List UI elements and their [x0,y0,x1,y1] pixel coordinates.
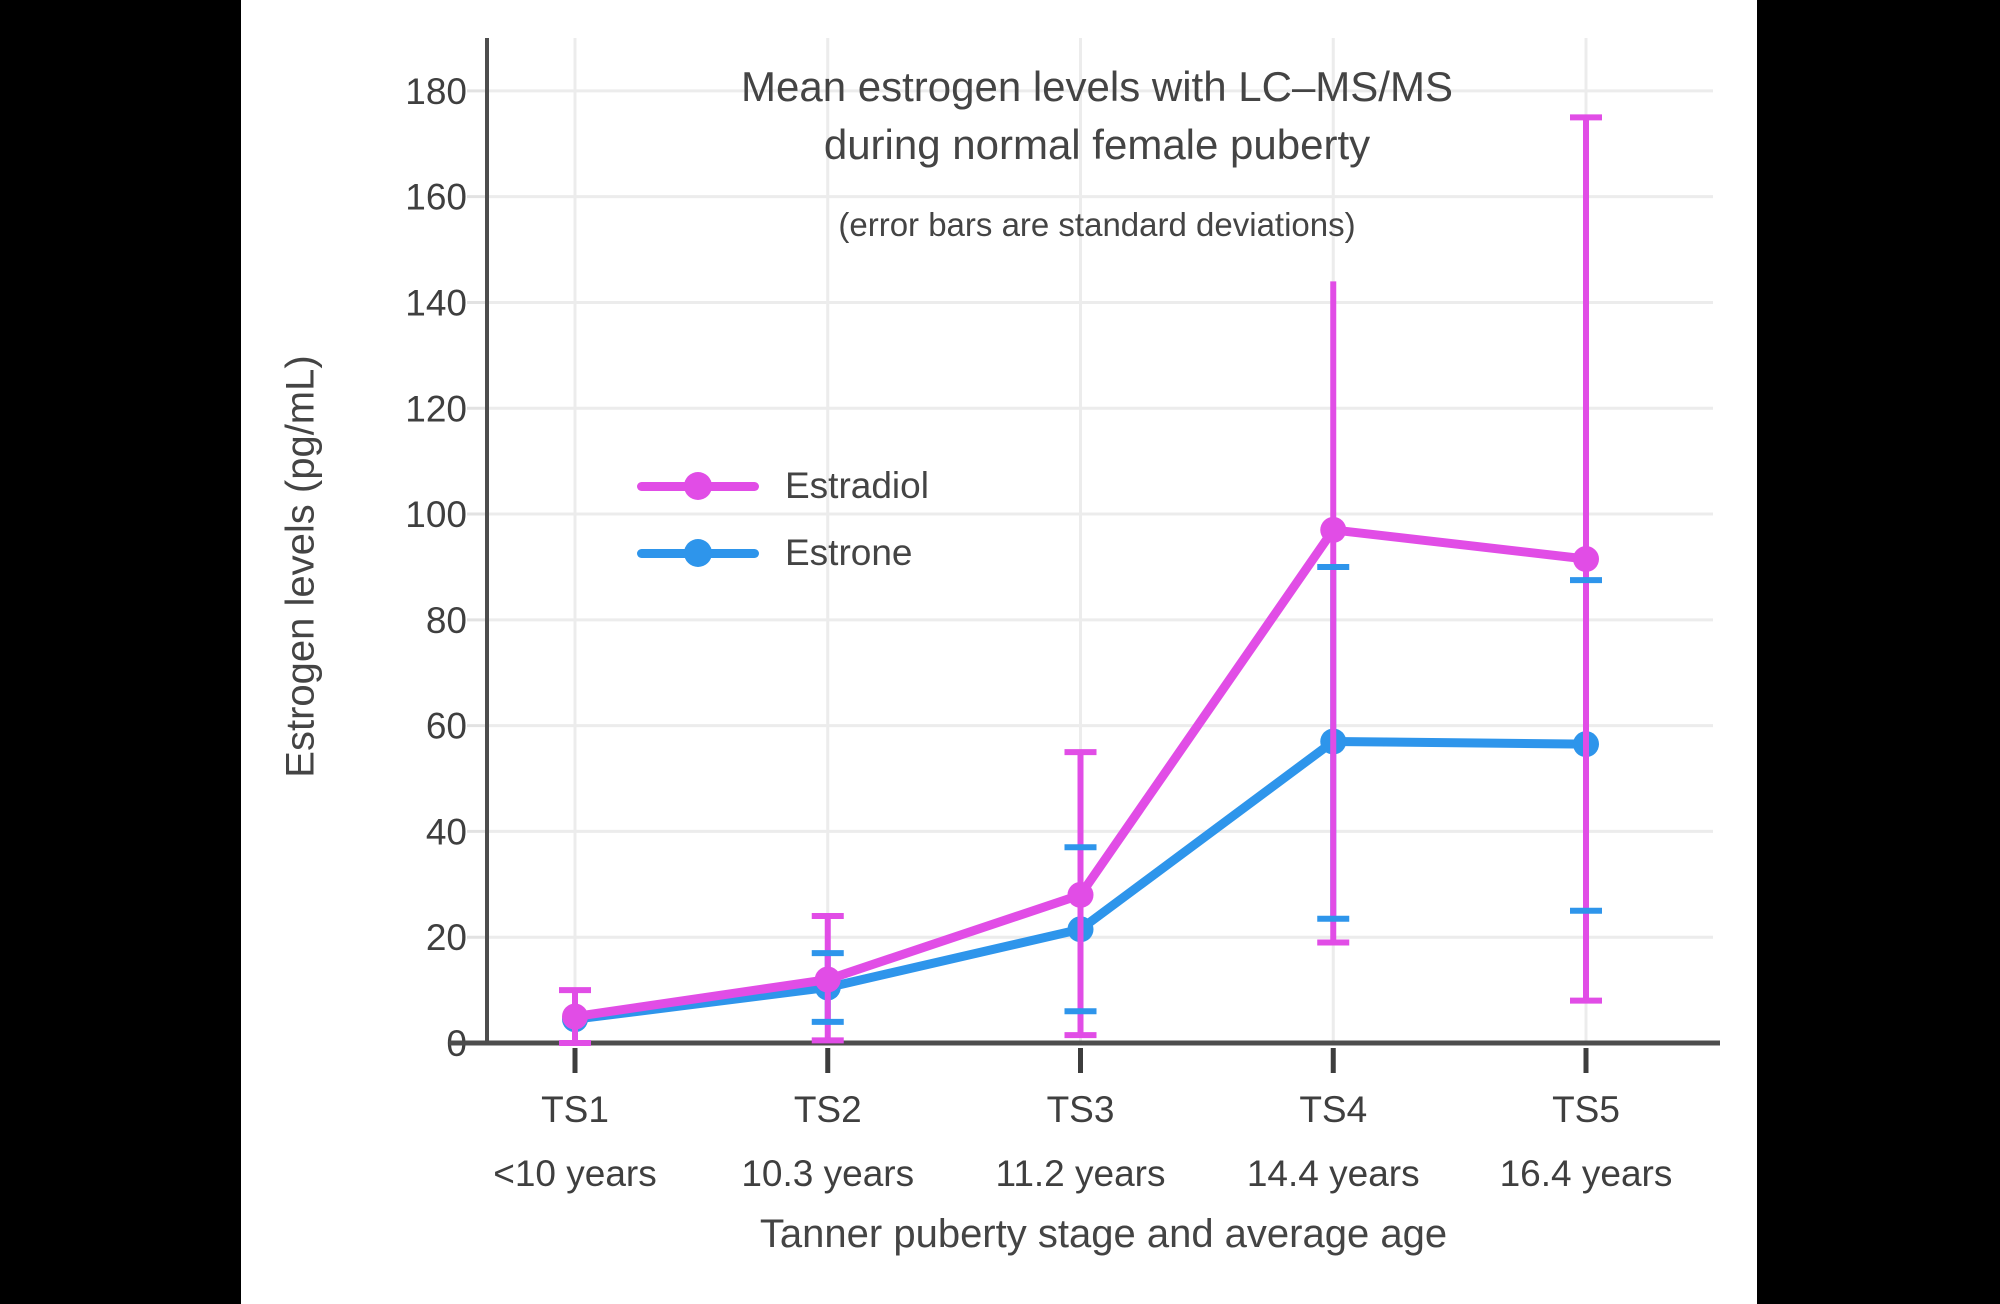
x-age-label-TS2: 10.3 years [741,1153,914,1194]
x-age-label-TS1: <10 years [493,1153,657,1194]
x-tick-label-TS1: TS1 [541,1089,609,1130]
y-tick-label-60: 60 [426,706,467,747]
chart-title: Mean estrogen levels with LC–MS/MS durin… [487,58,1707,174]
y-tick-label-140: 140 [405,282,467,323]
x-age-label-TS3: 11.2 years [995,1153,1165,1194]
y-tick-label-120: 120 [405,388,467,429]
x-tick-label-TS2: TS2 [794,1089,862,1130]
y-tick-label-40: 40 [426,811,467,852]
legend-item-estrone: Estrone [637,519,929,586]
x-axis-title: Tanner puberty stage and average age [759,1212,1448,1256]
y-tick-label-80: 80 [426,600,467,641]
chart-subtitle: (error bars are standard deviations) [838,206,1356,243]
estradiol-point-TS2 [814,966,841,993]
chart-title-line1: Mean estrogen levels with LC–MS/MS [741,63,1453,110]
estradiol-point-TS5 [1573,546,1599,573]
estrone-line-marker-icon [637,538,759,567]
x-age-label-TS4: 14.4 years [1247,1153,1420,1194]
y-tick-label-160: 160 [405,177,467,218]
chart-title-line2: during normal female puberty [823,121,1371,168]
x-tick-label-TS3: TS3 [1047,1089,1115,1130]
plot-svg: 020406080100120140160180TS1<10 yearsTS21… [405,38,1720,1194]
chart-canvas: 020406080100120140160180TS1<10 yearsTS21… [241,0,1757,1304]
x-tick-label-TS4: TS4 [1299,1089,1367,1130]
y-tick-label-100: 100 [405,494,467,535]
x-age-label-TS5: 16.4 years [1500,1153,1673,1194]
legend: Estradiol Estrone [637,452,929,586]
estradiol-point-TS4 [1320,516,1347,543]
x-tick-label-TS5: TS5 [1552,1089,1620,1130]
estradiol-point-TS1 [562,1003,588,1030]
estradiol-point-TS3 [1067,881,1094,908]
legend-label-estrone: Estrone [785,531,913,573]
y-tick-label-20: 20 [426,917,467,958]
y-tick-label-180: 180 [405,71,467,112]
estradiol-line-marker-icon [637,471,759,500]
legend-label-estradiol: Estradiol [785,464,929,506]
legend-item-estradiol: Estradiol [637,452,929,519]
y-axis-title: Estrogen levels (pg/mL) [278,355,323,778]
